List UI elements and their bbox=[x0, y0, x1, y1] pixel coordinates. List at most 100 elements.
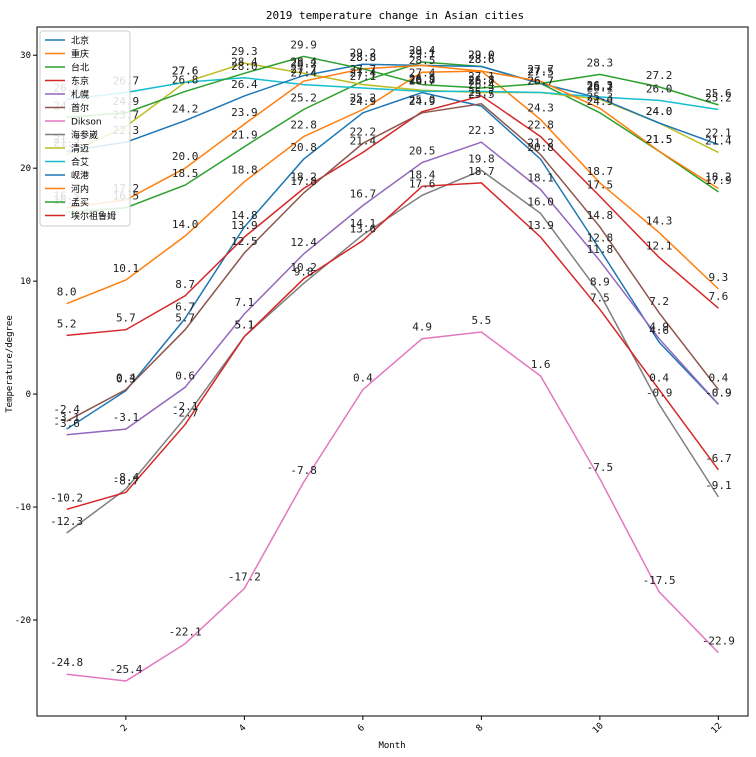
data-label: 17.8 bbox=[290, 175, 317, 188]
data-label: 25.2 bbox=[290, 91, 317, 104]
data-label: 22.8 bbox=[290, 119, 317, 132]
data-label: -3.1 bbox=[53, 411, 80, 424]
data-label: -12.3 bbox=[50, 515, 83, 528]
data-label: 25.6 bbox=[705, 87, 732, 100]
data-label: 18.8 bbox=[231, 164, 258, 177]
data-label: 20.8 bbox=[527, 141, 554, 154]
data-label: 27.1 bbox=[468, 70, 495, 83]
data-label: 26.4 bbox=[468, 78, 495, 91]
legend-entry: 清迈 bbox=[71, 143, 89, 155]
y-tick-label: 20 bbox=[20, 164, 31, 174]
data-label: 27.4 bbox=[290, 67, 317, 80]
data-label: 27.7 bbox=[527, 63, 554, 76]
data-label: 27.6 bbox=[172, 64, 199, 77]
legend-entry: 重庆 bbox=[71, 48, 89, 60]
data-label: 0.3 bbox=[116, 373, 136, 386]
data-label: 27.5 bbox=[527, 65, 554, 78]
data-label: 0.6 bbox=[175, 369, 195, 382]
data-label: 29.9 bbox=[290, 38, 317, 51]
data-label: -0.9 bbox=[705, 386, 732, 399]
data-label: -3.1 bbox=[113, 411, 140, 424]
data-label: 7.2 bbox=[649, 295, 669, 308]
x-tick-label: 4 bbox=[238, 723, 249, 734]
data-label: 29.0 bbox=[468, 49, 495, 62]
series-line-2 bbox=[66, 70, 719, 305]
series-line-4 bbox=[66, 95, 719, 337]
data-label: 26.8 bbox=[409, 73, 436, 86]
data-label: 7.5 bbox=[590, 291, 610, 304]
series-line-12 bbox=[66, 64, 719, 209]
series-line-1 bbox=[66, 91, 719, 430]
data-label: -3.6 bbox=[53, 417, 80, 430]
data-label: 26.7 bbox=[527, 75, 554, 88]
data-label: 4.9 bbox=[412, 321, 432, 334]
x-tick-label: 8 bbox=[475, 723, 486, 734]
legend-entry: 岘港 bbox=[71, 170, 89, 182]
x-tick-label: 2 bbox=[119, 723, 130, 734]
data-label: 26.7 bbox=[409, 75, 436, 88]
data-label: 14.3 bbox=[646, 215, 673, 228]
data-label: 22.8 bbox=[527, 119, 554, 132]
legend-entry: 埃尔祖鲁姆 bbox=[71, 210, 116, 222]
data-label: 27.4 bbox=[409, 67, 436, 80]
data-label: 5.5 bbox=[471, 314, 491, 327]
data-label: -0.9 bbox=[646, 386, 673, 399]
legend-entry: 札幌 bbox=[71, 89, 89, 101]
data-label: 26.8 bbox=[172, 73, 199, 86]
data-label: 5.7 bbox=[116, 312, 136, 325]
chart-title: 2019 temperature change in Asian cities bbox=[266, 9, 524, 22]
data-label: 18.4 bbox=[409, 168, 436, 181]
data-label: 8.0 bbox=[57, 286, 77, 299]
data-label: -25.4 bbox=[109, 663, 142, 676]
data-label: 11.8 bbox=[587, 243, 614, 256]
data-label: 14.1 bbox=[350, 217, 377, 230]
data-label: 12.4 bbox=[290, 236, 317, 249]
data-label: 24.3 bbox=[527, 102, 554, 115]
x-axis-label: Month bbox=[378, 741, 405, 751]
series-line-6 bbox=[66, 103, 719, 422]
data-label: 5.1 bbox=[234, 318, 254, 331]
data-label: 20.8 bbox=[290, 141, 317, 154]
data-label: 26.1 bbox=[587, 81, 614, 94]
data-label: 24.0 bbox=[646, 105, 673, 118]
series-line-3 bbox=[66, 61, 719, 213]
data-label: 22.2 bbox=[350, 125, 377, 138]
data-label: 28.8 bbox=[350, 51, 377, 64]
data-label: 28.6 bbox=[468, 53, 495, 66]
data-label: 25.5 bbox=[468, 88, 495, 101]
data-label: 7.1 bbox=[234, 296, 254, 309]
data-label: 7.6 bbox=[708, 290, 728, 303]
data-label: 18.7 bbox=[587, 165, 614, 178]
data-label: 0.4 bbox=[708, 372, 728, 385]
data-label: 29.0 bbox=[468, 49, 495, 62]
data-label: 10.1 bbox=[113, 262, 140, 275]
data-label: 29.1 bbox=[409, 47, 436, 60]
data-label: 28.8 bbox=[350, 51, 377, 64]
data-label: -22.9 bbox=[702, 635, 735, 648]
data-label: 16.0 bbox=[527, 195, 554, 208]
data-label: 17.9 bbox=[705, 174, 732, 187]
data-label: 27.5 bbox=[527, 65, 554, 78]
y-tick-label: -20 bbox=[15, 616, 31, 626]
data-label: 26.0 bbox=[646, 82, 673, 95]
data-label: 8.9 bbox=[590, 276, 610, 289]
series-line-5 bbox=[66, 141, 719, 436]
data-label: 28.4 bbox=[231, 55, 258, 68]
x-tick-label: 6 bbox=[356, 723, 367, 734]
data-label: 10.2 bbox=[290, 261, 317, 274]
data-label: 26.2 bbox=[587, 80, 614, 93]
data-label: -10.2 bbox=[50, 491, 83, 504]
data-label: 16.7 bbox=[350, 187, 377, 200]
data-label: 26.9 bbox=[409, 72, 436, 85]
series-line-14 bbox=[66, 182, 720, 511]
data-label: 12.5 bbox=[231, 235, 258, 248]
series-line-7 bbox=[66, 331, 719, 682]
data-label: -17.2 bbox=[228, 570, 261, 583]
data-label: 24.2 bbox=[172, 103, 199, 116]
data-label: 14.8 bbox=[231, 209, 258, 222]
data-label: 9.3 bbox=[708, 271, 728, 284]
data-label: 6.7 bbox=[175, 300, 195, 313]
data-label: 28.2 bbox=[290, 58, 317, 71]
data-label: 28.3 bbox=[587, 56, 614, 69]
data-label: 18.5 bbox=[172, 167, 199, 180]
